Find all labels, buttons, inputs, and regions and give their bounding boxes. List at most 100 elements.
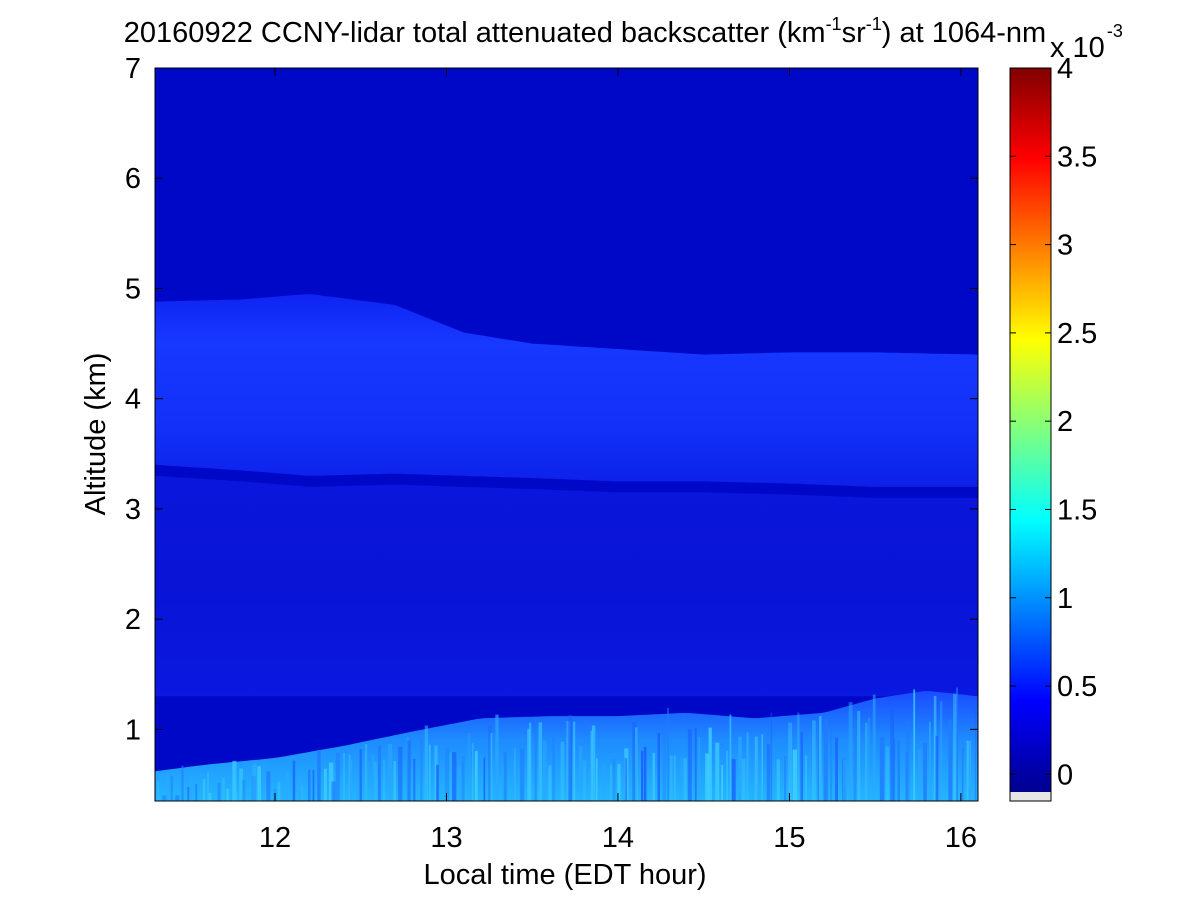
plume-streak [906,720,910,801]
plume-streak [529,722,532,801]
plume-streak [797,712,800,801]
plume-streak [388,744,393,801]
plume-streak [956,687,958,801]
plume-streak [542,740,547,801]
plume-streak [202,779,206,801]
plume-streak [853,720,857,801]
y-tick-label: 6 [125,163,141,195]
plume-streak [356,780,359,801]
plume-streak [252,763,257,801]
plume-streak [266,771,271,801]
plume-streak [495,714,499,801]
plume-streak [308,769,311,801]
plume-streak [568,715,572,801]
plume-streak [800,732,803,801]
y-tick-label: 4 [125,384,141,416]
plume-streak [610,764,612,801]
plume-streak [792,749,797,801]
plume-streak [434,745,438,801]
plume-streak [359,749,362,801]
plume-streak [715,742,720,801]
x-axis-label: Local time (EDT hour) [423,859,706,891]
plume-streak [905,751,908,801]
y-tick-label: 3 [125,494,141,526]
colorbar-frame [1009,67,1052,802]
plume-streak [579,746,583,801]
plume-streak [300,785,303,801]
plume-streak [560,741,565,801]
plume-streak [819,716,822,801]
x-tick-label: 14 [602,822,634,854]
plume-streak [452,752,457,801]
plume-streak [262,761,265,801]
plume-streak [349,760,352,801]
plume-streak [766,744,771,801]
plume-streak [746,732,749,801]
y-axis-label: Altitude (km) [80,353,112,516]
plume-streak [770,712,773,801]
plume-streak [520,748,525,801]
residual-layer [155,475,978,697]
colorbar-tick-label: 1 [1057,583,1073,615]
y-tick-label: 7 [125,53,141,85]
plume-streak [365,744,368,801]
colorbar-gradient [1010,68,1051,792]
plume-streak [514,748,516,801]
plume-streak [683,758,687,801]
plume-streak [281,789,286,801]
plume-streak [331,781,336,801]
plume-streak [966,740,971,801]
plume-streak [217,782,221,801]
plume-streak [761,734,763,801]
plume-streak [582,760,586,801]
plume-streak [913,689,916,801]
y-tick-label: 1 [125,714,141,746]
x-tick-label: 13 [430,822,462,854]
colorbar-exponent: x 10-3 [1050,21,1123,64]
plume-streak [843,759,847,801]
plume-streak [823,719,828,801]
colorbar-tick-label: 2 [1057,406,1073,438]
plume-streak [483,757,486,801]
plume-streak [552,737,555,801]
plume-streak [277,781,281,801]
plume-streak [867,717,870,801]
plume-streak [232,760,237,801]
plume-streak [879,737,885,801]
plume-streak [457,766,461,801]
plume-streak [502,765,505,801]
plume-streak [472,743,474,801]
x-tick-label: 16 [945,822,977,854]
plume-streak [885,746,890,801]
plume-streak [617,763,621,801]
plume-streak [603,765,606,801]
plot-frame [154,67,979,802]
plume-streak [652,752,655,801]
plume-streak [420,738,423,801]
plume-streak [613,758,616,801]
plume-streaks [157,687,977,801]
plume-streak [187,786,190,801]
plume-streak [343,753,345,801]
plume-streak [865,722,868,801]
elevated-aerosol-layer [155,294,978,487]
x-axis: 12 13 14 15 16 [259,68,977,854]
colorbar-tick-label: 2.5 [1057,318,1097,350]
plume-streak [413,759,416,801]
plume-streak [948,720,953,801]
plume-streak [857,711,861,801]
plume-streak [474,751,478,801]
plume-streak [222,778,225,801]
colorbar-tick-label: 4 [1057,53,1073,85]
plume-streak [694,728,697,801]
plume-streak [527,728,530,801]
plume-streak [835,737,838,801]
plume-streak [488,725,492,801]
plume-streak [251,775,256,801]
plume-streak [708,727,712,801]
y-tick-label: 5 [125,273,141,305]
plume-streak [890,709,894,801]
plume-streak [490,733,493,801]
plume-streak [195,783,198,801]
plume-streak [644,747,647,801]
